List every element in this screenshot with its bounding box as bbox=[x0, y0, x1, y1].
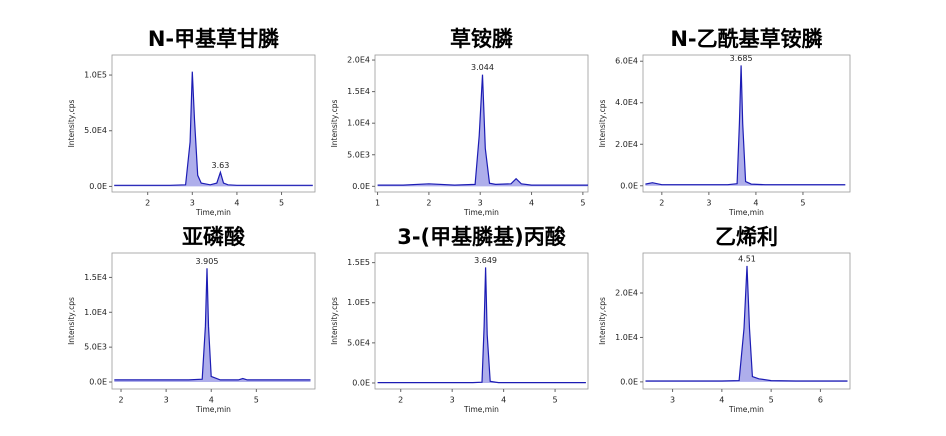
x-tick-label: 4 bbox=[753, 199, 758, 208]
y-tick-label: 0.0E bbox=[620, 181, 638, 190]
chart-title: N-乙酰基草铵膦 bbox=[670, 27, 822, 51]
y-tick-label: 1.0E5 bbox=[84, 71, 107, 80]
trace-line bbox=[377, 267, 586, 384]
chart-title: 草铵膦 bbox=[450, 27, 513, 51]
y-tick-label: 5.0E4 bbox=[84, 126, 107, 135]
x-tick-label: 2 bbox=[145, 199, 150, 208]
x-tick-label: 2 bbox=[659, 199, 664, 208]
plot-frame bbox=[111, 252, 316, 390]
y-tick-label: 1.0E5 bbox=[347, 298, 370, 307]
peak-label: 3.044 bbox=[471, 63, 494, 72]
x-tick-label: 3 bbox=[670, 396, 675, 405]
y-axis-label: Intensity,cps bbox=[67, 100, 76, 148]
y-tick-label: 1.0E4 bbox=[347, 119, 370, 128]
y-tick-label: 5.0E3 bbox=[347, 150, 370, 159]
x-tick-label: 2 bbox=[398, 396, 403, 405]
x-tick-label: 3 bbox=[706, 199, 711, 208]
peak-label: 3.649 bbox=[474, 256, 497, 265]
x-axis-label: Time,min bbox=[463, 208, 499, 217]
peak-label: 3.905 bbox=[196, 257, 219, 266]
trace-line bbox=[645, 265, 848, 382]
x-tick-label: 5 bbox=[279, 199, 284, 208]
chart-title: N-甲基草甘膦 bbox=[148, 27, 279, 51]
y-tick-label: 4.0E4 bbox=[615, 98, 638, 107]
peak-label: 4.51 bbox=[738, 254, 756, 263]
peak-label: 3.63 bbox=[212, 161, 230, 170]
peak-area bbox=[645, 265, 848, 382]
x-axis-label: Time,min bbox=[195, 405, 231, 414]
x-tick-label: 4 bbox=[234, 199, 239, 208]
x-tick-label: 4 bbox=[719, 396, 724, 405]
peak-area bbox=[377, 74, 588, 187]
x-axis-label: Time,min bbox=[463, 405, 499, 414]
y-tick-label: 2.0E4 bbox=[347, 56, 370, 65]
x-tick-label: 6 bbox=[818, 396, 823, 405]
y-tick-label: 1.5E4 bbox=[347, 87, 370, 96]
plot-frame bbox=[374, 252, 589, 390]
x-axis-label: Time,min bbox=[195, 208, 231, 217]
x-tick-label: 1 bbox=[375, 199, 380, 208]
x-tick-label: 5 bbox=[769, 396, 774, 405]
x-axis-label: Time,min bbox=[728, 208, 764, 217]
x-tick-label: 4 bbox=[529, 199, 534, 208]
chart-title: 3-(甲基膦基)丙酸 bbox=[397, 225, 567, 249]
y-axis-label: Intensity,cps bbox=[598, 100, 607, 148]
y-tick-label: 1.5E4 bbox=[84, 273, 107, 282]
plot-frame bbox=[111, 54, 316, 193]
x-tick-label: 3 bbox=[190, 199, 195, 208]
y-tick-label: 2.0E4 bbox=[615, 289, 638, 298]
peak-label: 3.685 bbox=[730, 54, 753, 63]
x-tick-label: 3 bbox=[478, 199, 483, 208]
y-tick-label: 0.0E bbox=[352, 182, 370, 191]
y-tick-label: 1.0E4 bbox=[615, 333, 638, 342]
x-tick-label: 5 bbox=[254, 396, 259, 405]
x-tick-label: 3 bbox=[450, 396, 455, 405]
chart-title: 乙烯利 bbox=[715, 225, 778, 249]
y-axis-label: Intensity,cps bbox=[330, 100, 339, 148]
x-tick-label: 4 bbox=[501, 396, 506, 405]
y-tick-label: 5.0E3 bbox=[84, 343, 107, 352]
trace-line bbox=[114, 71, 313, 186]
plot-frame bbox=[642, 54, 851, 193]
y-axis-label: Intensity,cps bbox=[598, 297, 607, 345]
x-tick-label: 5 bbox=[553, 396, 558, 405]
trace-line bbox=[114, 268, 311, 381]
y-tick-label: 0.0E bbox=[89, 378, 107, 387]
trace-line bbox=[377, 74, 588, 186]
y-tick-label: 0.0E bbox=[620, 377, 638, 386]
y-tick-label: 1.5E5 bbox=[347, 258, 370, 267]
chart-title: 亚磷酸 bbox=[182, 225, 246, 249]
y-tick-label: 1.0E4 bbox=[84, 308, 107, 317]
y-tick-label: 0.0E bbox=[352, 378, 370, 387]
y-axis-label: Intensity,cps bbox=[330, 297, 339, 345]
x-tick-label: 4 bbox=[209, 396, 214, 405]
peak-area bbox=[114, 268, 311, 383]
x-tick-label: 2 bbox=[426, 199, 431, 208]
y-tick-label: 5.0E4 bbox=[347, 338, 370, 347]
x-tick-label: 5 bbox=[800, 199, 805, 208]
y-tick-label: 6.0E4 bbox=[615, 57, 638, 66]
peak-area bbox=[377, 267, 586, 383]
y-tick-label: 2.0E4 bbox=[615, 140, 638, 149]
x-tick-label: 5 bbox=[580, 199, 585, 208]
x-axis-label: Time,min bbox=[728, 405, 764, 414]
x-tick-label: 3 bbox=[164, 396, 169, 405]
x-tick-label: 2 bbox=[118, 396, 123, 405]
y-axis-label: Intensity,cps bbox=[67, 297, 76, 345]
plot-frame bbox=[642, 252, 851, 390]
trace-line bbox=[645, 65, 846, 186]
y-tick-label: 0.0E bbox=[89, 182, 107, 191]
